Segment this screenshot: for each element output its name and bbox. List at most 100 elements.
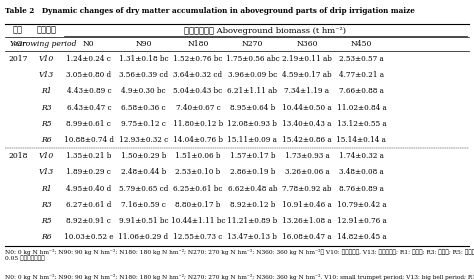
Text: 1.50±0.29 b: 1.50±0.29 b (121, 152, 166, 160)
Text: 4.59±0.17 ab: 4.59±0.17 ab (282, 71, 332, 79)
Text: 4.9±0.30 bc: 4.9±0.30 bc (121, 87, 166, 95)
Text: 2.53±0.10 b: 2.53±0.10 b (175, 169, 220, 176)
Text: V10: V10 (38, 152, 54, 160)
Text: R5: R5 (41, 217, 52, 225)
Text: 14.82±0.45 a: 14.82±0.45 a (337, 234, 386, 241)
Text: V10: V10 (38, 55, 54, 63)
Text: 9.91±0.51 bc: 9.91±0.51 bc (118, 217, 168, 225)
Text: N90: N90 (135, 40, 152, 48)
Text: 3.48±0.08 a: 3.48±0.08 a (339, 169, 384, 176)
Text: 年份: 年份 (13, 27, 23, 34)
Text: 7.78±0.92 ab: 7.78±0.92 ab (282, 185, 332, 193)
Text: 1.89±0.29 c: 1.89±0.29 c (66, 169, 111, 176)
Text: 1.57±0.17 b: 1.57±0.17 b (230, 152, 275, 160)
Text: 6.21±1.11 ab: 6.21±1.11 ab (228, 87, 277, 95)
Text: N0: 0 kg N hm⁻²; N90: 90 kg N hm⁻²; N180: 180 kg N hm⁻²; N270: 270 kg N hm⁻²; N3: N0: 0 kg N hm⁻²; N90: 90 kg N hm⁻²; N180… (5, 274, 474, 280)
Text: 11.02±0.84 a: 11.02±0.84 a (337, 104, 386, 111)
Text: 地上部生物量 Aboveground biomass (t hm⁻²): 地上部生物量 Aboveground biomass (t hm⁻²) (184, 27, 346, 34)
Text: 1.51±0.06 b: 1.51±0.06 b (175, 152, 220, 160)
Text: 10.88±0.74 d: 10.88±0.74 d (64, 136, 114, 144)
Text: 8.92±0.91 c: 8.92±0.91 c (66, 217, 111, 225)
Text: N270: N270 (242, 40, 263, 48)
Text: 6.27±0.61 d: 6.27±0.61 d (66, 201, 111, 209)
Text: 6.25±0.61 bc: 6.25±0.61 bc (173, 185, 223, 193)
Text: 7.34±1.19 a: 7.34±1.19 a (284, 87, 329, 95)
Text: 11.80±0.12 b: 11.80±0.12 b (173, 120, 223, 128)
Text: 3.64±0.32 cd: 3.64±0.32 cd (173, 71, 222, 79)
Text: 6.43±0.47 c: 6.43±0.47 c (66, 104, 111, 111)
Text: 12.55±0.73 c: 12.55±0.73 c (173, 234, 223, 241)
Text: 4.77±0.21 a: 4.77±0.21 a (339, 71, 384, 79)
Text: 8.92±0.12 b: 8.92±0.12 b (230, 201, 275, 209)
Text: 2017: 2017 (8, 55, 27, 63)
Text: 6.58±0.36 c: 6.58±0.36 c (121, 104, 166, 111)
Text: 13.40±0.43 a: 13.40±0.43 a (282, 120, 332, 128)
Text: 生育时期: 生育时期 (36, 27, 56, 34)
Text: R1: R1 (41, 87, 52, 95)
Text: 3.26±0.06 a: 3.26±0.06 a (284, 169, 329, 176)
Text: 6.62±0.48 ab: 6.62±0.48 ab (228, 185, 277, 193)
Text: 15.11±0.09 a: 15.11±0.09 a (228, 136, 277, 144)
Text: R6: R6 (41, 136, 52, 144)
Text: 9.75±0.12 c: 9.75±0.12 c (121, 120, 166, 128)
Text: 1.75±0.56 abc: 1.75±0.56 abc (226, 55, 279, 63)
Text: 1.73±0.93 a: 1.73±0.93 a (284, 152, 329, 160)
Text: 3.56±0.39 cd: 3.56±0.39 cd (119, 71, 168, 79)
Text: 7.40±0.67 c: 7.40±0.67 c (175, 104, 220, 111)
Text: 1.35±0.21 b: 1.35±0.21 b (66, 152, 111, 160)
Text: N0: 0 kg N hm⁻²; N90: 90 kg N hm⁻²; N180: 180 kg N hm⁻²; N270: 270 kg N hm⁻²; N3: N0: 0 kg N hm⁻²; N90: 90 kg N hm⁻²; N180… (5, 249, 474, 262)
Text: 1.31±0.18 bc: 1.31±0.18 bc (118, 55, 168, 63)
Text: 7.16±0.59 c: 7.16±0.59 c (121, 201, 166, 209)
Text: 15.42±0.86 a: 15.42±0.86 a (282, 136, 332, 144)
Text: 13.26±1.08 a: 13.26±1.08 a (282, 217, 332, 225)
Text: 10.44±1.11 bc: 10.44±1.11 bc (171, 217, 225, 225)
Text: 3.05±0.80 d: 3.05±0.80 d (66, 71, 111, 79)
Text: 8.95±0.64 b: 8.95±0.64 b (230, 104, 275, 111)
Text: Growing period: Growing period (16, 40, 76, 48)
Text: 2018: 2018 (8, 152, 27, 160)
Text: 2.53±0.57 a: 2.53±0.57 a (339, 55, 384, 63)
Text: 13.47±0.13 b: 13.47±0.13 b (228, 234, 277, 241)
Text: R5: R5 (41, 120, 52, 128)
Text: 10.44±0.50 a: 10.44±0.50 a (282, 104, 332, 111)
Text: R6: R6 (41, 234, 52, 241)
Text: 10.79±0.42 a: 10.79±0.42 a (337, 201, 386, 209)
Text: N450: N450 (351, 40, 372, 48)
Text: 11.21±0.89 b: 11.21±0.89 b (227, 217, 278, 225)
Text: 2.48±0.44 b: 2.48±0.44 b (121, 169, 166, 176)
Text: 10.91±0.46 a: 10.91±0.46 a (282, 201, 332, 209)
Text: 5.79±0.65 cd: 5.79±0.65 cd (118, 185, 168, 193)
Text: Table 2   Dynamic changes of dry matter accumulation in aboveground parts of dri: Table 2 Dynamic changes of dry matter ac… (5, 7, 415, 15)
Text: 1.52±0.76 bc: 1.52±0.76 bc (173, 55, 223, 63)
Text: 2.86±0.19 b: 2.86±0.19 b (230, 169, 275, 176)
Text: 1.24±0.24 c: 1.24±0.24 c (66, 55, 111, 63)
Text: 11.06±0.29 d: 11.06±0.29 d (118, 234, 168, 241)
Text: 4.95±0.40 d: 4.95±0.40 d (66, 185, 111, 193)
Text: 7.66±0.88 a: 7.66±0.88 a (339, 87, 384, 95)
Text: 1.74±0.32 a: 1.74±0.32 a (339, 152, 384, 160)
Text: 8.76±0.89 a: 8.76±0.89 a (339, 185, 384, 193)
Text: 8.99±0.61 c: 8.99±0.61 c (66, 120, 111, 128)
Text: 12.91±0.76 a: 12.91±0.76 a (337, 217, 386, 225)
Text: 12.93±0.32 c: 12.93±0.32 c (119, 136, 168, 144)
Text: R3: R3 (41, 104, 52, 111)
Text: V13: V13 (38, 71, 54, 79)
Text: V13: V13 (38, 169, 54, 176)
Text: N180: N180 (187, 40, 209, 48)
Text: 3.96±0.09 bc: 3.96±0.09 bc (228, 71, 277, 79)
Text: 5.04±0.43 bc: 5.04±0.43 bc (173, 87, 222, 95)
Text: 13.12±0.55 a: 13.12±0.55 a (337, 120, 386, 128)
Text: 14.04±0.76 b: 14.04±0.76 b (173, 136, 223, 144)
Text: 8.80±0.17 b: 8.80±0.17 b (175, 201, 220, 209)
Text: R1: R1 (41, 185, 52, 193)
Text: N0: N0 (83, 40, 95, 48)
Text: Year: Year (9, 40, 26, 48)
Text: 16.08±0.47 a: 16.08±0.47 a (282, 234, 332, 241)
Text: 4.43±0.89 c: 4.43±0.89 c (66, 87, 111, 95)
Text: 15.14±0.14 a: 15.14±0.14 a (337, 136, 386, 144)
Text: 12.08±0.93 b: 12.08±0.93 b (228, 120, 277, 128)
Text: N360: N360 (296, 40, 318, 48)
Text: 2.19±0.11 ab: 2.19±0.11 ab (282, 55, 332, 63)
Text: R3: R3 (41, 201, 52, 209)
Text: 10.03±0.52 e: 10.03±0.52 e (64, 234, 114, 241)
